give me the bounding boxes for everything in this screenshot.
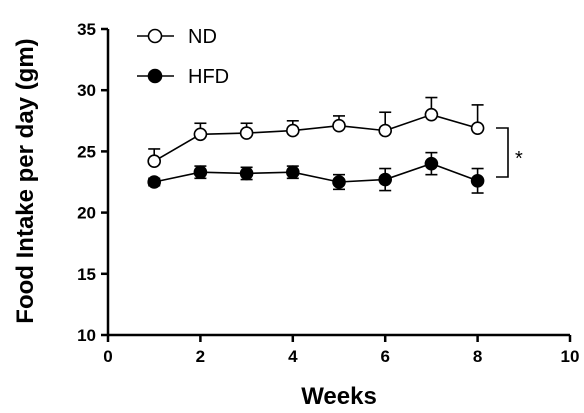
x-axis-ticks: 0 2 4 6 8 10 xyxy=(103,335,579,366)
data-point xyxy=(193,127,208,142)
legend: ND HFD xyxy=(137,26,229,88)
data-point xyxy=(378,172,393,187)
significance-star: * xyxy=(515,148,523,170)
y-tick-label: 30 xyxy=(77,81,96,100)
x-axis-title: Weeks xyxy=(301,383,377,410)
legend-label: ND xyxy=(188,26,217,48)
data-point xyxy=(193,165,208,180)
series-line xyxy=(153,113,478,162)
data-point xyxy=(332,118,346,133)
y-tick-label: 25 xyxy=(77,142,96,161)
data-point xyxy=(285,123,300,138)
legend-marker xyxy=(147,28,163,44)
series-nd xyxy=(147,96,485,168)
data-point xyxy=(470,173,485,188)
series-layer xyxy=(147,96,485,194)
y-axis-ticks: 10 15 20 25 30 35 xyxy=(77,20,108,345)
significance-annotation: * xyxy=(496,127,523,178)
x-tick-label: 10 xyxy=(561,347,580,366)
data-point xyxy=(239,166,254,181)
data-point xyxy=(378,123,393,138)
x-tick-label: 8 xyxy=(473,347,482,366)
data-point xyxy=(470,121,485,135)
significance-bracket xyxy=(496,127,509,178)
data-point xyxy=(424,156,439,171)
x-tick-label: 4 xyxy=(288,347,298,366)
y-tick-label: 35 xyxy=(77,20,96,39)
y-axis-title: Food Intake per day (gm) xyxy=(12,38,39,323)
data-point xyxy=(424,107,439,122)
legend-label: HFD xyxy=(188,66,229,88)
x-tick-label: 0 xyxy=(103,347,112,366)
data-point xyxy=(285,165,300,180)
y-tick-label: 15 xyxy=(77,265,96,284)
series-hfd xyxy=(147,151,485,194)
data-point xyxy=(332,175,346,189)
y-tick-label: 20 xyxy=(77,204,96,223)
data-point xyxy=(147,175,161,189)
legend-marker xyxy=(147,68,163,84)
x-tick-label: 2 xyxy=(196,347,205,366)
y-tick-label: 10 xyxy=(77,326,96,345)
series-line xyxy=(154,162,478,183)
data-point xyxy=(147,154,161,168)
data-point xyxy=(239,126,254,140)
axes xyxy=(106,29,570,337)
x-tick-label: 6 xyxy=(380,347,389,366)
